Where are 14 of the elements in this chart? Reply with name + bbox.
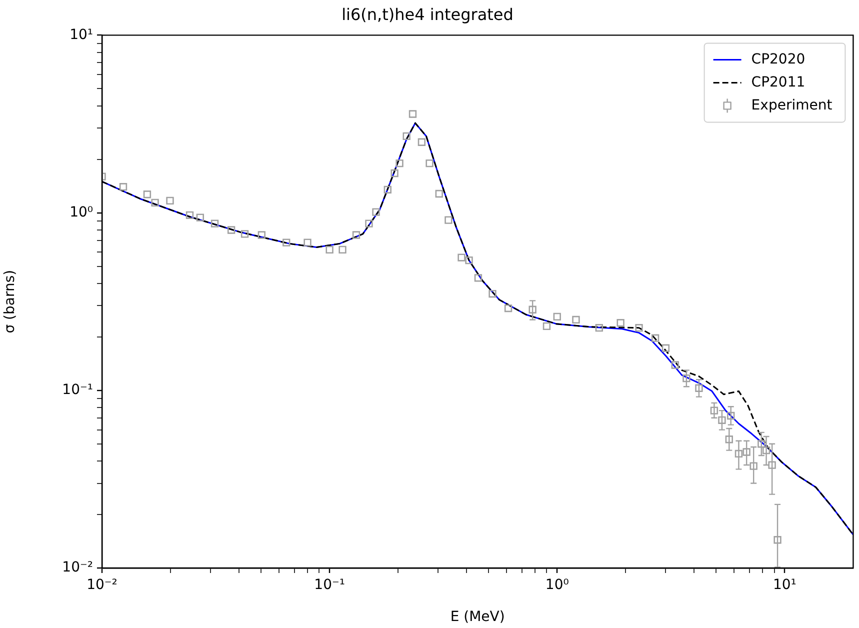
x-tick-label: 10⁰ <box>545 577 570 594</box>
legend-label: Experiment <box>751 97 833 114</box>
x-tick-label: 10¹ <box>772 577 796 594</box>
x-tick-label: 10⁻² <box>86 577 118 594</box>
legend-label: CP2011 <box>751 74 806 90</box>
y-tick-label: 10¹ <box>70 26 93 43</box>
y-axis-title: σ (barns) <box>2 270 18 334</box>
chart-title: li6(n,t)he4 integrated <box>342 4 514 24</box>
legend-label: CP2020 <box>751 51 806 68</box>
y-tick-label: 10⁰ <box>70 204 94 220</box>
y-tick-label: 10⁻¹ <box>62 382 93 398</box>
x-axis-title: E (MeV) <box>450 609 505 626</box>
y-tick-label: 10⁻² <box>62 560 93 576</box>
x-tick-label: 10⁻¹ <box>314 577 345 594</box>
